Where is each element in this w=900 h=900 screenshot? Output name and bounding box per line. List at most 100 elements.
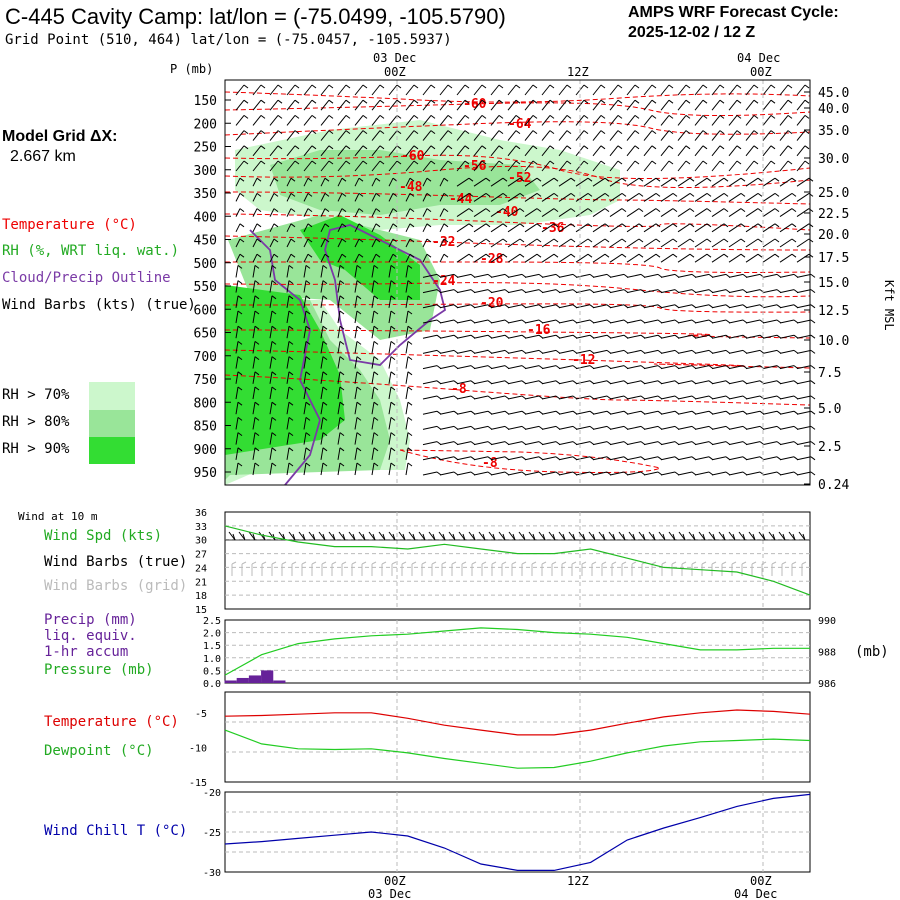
- sounding-wind-barb: [371, 84, 381, 96]
- sounding-wind-barb: [320, 432, 324, 445]
- sounding-wind-barb-flag: [549, 130, 555, 135]
- sounding-wind-barb: [269, 432, 273, 445]
- sounding-wind-barb-flag: [328, 145, 334, 150]
- sounding-wind-barb-flag: [322, 325, 328, 330]
- sounding-wind-barb-flag: [271, 401, 277, 406]
- sounding-wind-barb-flag: [426, 208, 432, 213]
- sounding-wind-barb: [779, 238, 793, 248]
- rh-80-swatch: [89, 410, 135, 437]
- sounding-wind-barb-flag: [617, 145, 623, 150]
- sounding-wind-barb: [575, 425, 591, 430]
- wind-barb-true-flag: [702, 533, 706, 541]
- sounding-wind-barb: [711, 84, 721, 96]
- sounding-wind-barb: [592, 160, 602, 172]
- sounding-wind-barb-flag: [672, 253, 678, 258]
- sounding-wind-barb-flag: [668, 115, 674, 119]
- sounding-wind-barb: [643, 319, 659, 324]
- sounding-wind-barb-flag: [260, 115, 266, 119]
- wind-barb-true-flag: [252, 533, 256, 541]
- sounding-wind-barb: [745, 115, 755, 126]
- sounding-wind-barb-flag: [237, 340, 243, 345]
- sounding-wind-barb: [354, 208, 360, 217]
- wind-barb-grid-flag: [711, 561, 717, 565]
- sounding-wind-barb: [388, 417, 392, 430]
- temperature-contour-label: -44: [449, 192, 473, 207]
- sounding-wind-barb: [405, 208, 411, 217]
- sounding-wind-barb: [354, 386, 358, 400]
- sounding-wind-barb: [796, 441, 812, 446]
- sounding-wind-barb: [286, 356, 290, 369]
- legend-wind-speed: Wind Spd (kts): [44, 528, 163, 544]
- sounding-wind-barb: [252, 208, 258, 217]
- sounding-wind-barb-flag: [774, 238, 780, 243]
- sounding-wind-barb-flag: [519, 223, 525, 228]
- sounding-wind-barb-flag: [810, 365, 816, 370]
- sounding-wind-barb: [745, 349, 761, 354]
- sounding-wind-barb: [507, 289, 523, 294]
- sounding-wind-barb: [286, 341, 290, 354]
- sounding-wind-barb: [235, 99, 245, 111]
- sounding-wind-barb: [660, 304, 676, 309]
- sounding-wind-barb: [252, 432, 256, 445]
- sounding-wind-barb: [745, 223, 759, 233]
- sounding-wind-barb: [609, 84, 619, 96]
- sounding-wind-barb: [541, 304, 557, 309]
- sounding-wind-barb-flag: [757, 208, 763, 213]
- sounding-wind-barb: [473, 273, 489, 278]
- sounding-wind-barb: [677, 425, 693, 430]
- sounding-wind-barb-flag: [464, 160, 470, 165]
- sounding-wind-barb: [592, 304, 608, 309]
- sounding-wind-barb-flag: [341, 177, 347, 182]
- sounding-wind-barb: [473, 130, 483, 141]
- sounding-wind-barb: [694, 456, 710, 461]
- sounding-wind-barb: [269, 130, 279, 141]
- sounding-wind-barb: [507, 192, 521, 202]
- sounding-wind-barb: [439, 456, 455, 461]
- sounding-wind-barb-flag: [288, 310, 294, 315]
- wind-barb-true-flag: [602, 533, 606, 541]
- sounding-wind-barb-flag: [804, 160, 810, 165]
- sounding-wind-barb: [609, 177, 623, 187]
- sounding-wind-barb-flag: [288, 295, 294, 300]
- sounding-wind-barb-flag: [532, 99, 538, 104]
- sounding-wind-barb-flag: [390, 325, 396, 330]
- sounding-wind-barb: [524, 84, 534, 96]
- sounding-wind-barb: [456, 115, 466, 126]
- wind-barb-grid-flag: [251, 561, 257, 565]
- wind-barb-true-flag: [652, 533, 656, 541]
- sounding-wind-barb-flag: [430, 115, 436, 119]
- wind-barb-grid-flag: [581, 561, 587, 565]
- sounding-wind-barb: [677, 223, 691, 233]
- sounding-wind-barb: [371, 310, 375, 324]
- sounding-wind-barb: [660, 208, 674, 218]
- wind-barb-true: [268, 531, 276, 541]
- sounding-wind-barb-flag: [570, 208, 576, 213]
- wind-barb-true: [668, 531, 676, 541]
- sounding-wind-barb: [473, 380, 489, 385]
- sounding-wind-barb-flag: [468, 177, 474, 182]
- sounding-wind-barb: [286, 238, 292, 248]
- sounding-wind-barb: [337, 177, 343, 187]
- sounding-wind-barb: [694, 84, 704, 96]
- sounding-wind-barb-flag: [396, 145, 402, 150]
- sounding-wind-barb: [779, 208, 793, 218]
- sounding-wind-barb-flag: [583, 84, 589, 89]
- sounding-wind-barb: [490, 177, 504, 187]
- sounding-wind-barb: [677, 145, 687, 157]
- sounding-wind-barb: [388, 99, 398, 111]
- sounding-wind-barb: [694, 365, 710, 370]
- sounding-wind-barb: [371, 402, 375, 415]
- legend-rh: RH (%, WRT liq. wat.): [2, 243, 180, 259]
- sounding-wind-barb: [354, 341, 358, 354]
- sounding-wind-barb: [235, 371, 239, 384]
- sounding-wind-barb: [320, 145, 330, 157]
- rh-90-region-mid: [300, 215, 420, 300]
- sounding-wind-barb: [439, 395, 455, 400]
- sounding-wind-barb: [660, 273, 676, 278]
- sounding-wind-barb: [660, 380, 676, 385]
- sounding-wind-barb: [575, 238, 589, 248]
- sounding-wind-barb-flag: [549, 99, 555, 104]
- sounding-wind-barb: [286, 462, 290, 476]
- sounding-wind-barb: [728, 115, 738, 126]
- top-date-03dec: 03 Dec: [373, 51, 416, 65]
